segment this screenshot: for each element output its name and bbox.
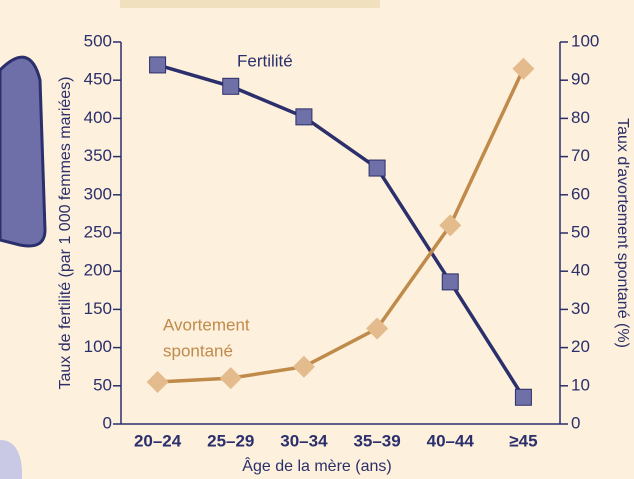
marker — [292, 355, 315, 378]
marker — [514, 388, 532, 406]
marker — [295, 108, 313, 126]
series-label: Avortement — [163, 315, 250, 334]
x-tick-label: 30–34 — [280, 431, 328, 450]
decoration — [0, 440, 22, 479]
y2-tick-label: 30 — [571, 299, 590, 318]
marker — [219, 367, 242, 390]
y2-tick-label: 10 — [571, 375, 590, 394]
marker — [439, 214, 462, 237]
y-axis-title: Taux de fertilité (par 1 000 femmes mari… — [57, 76, 74, 389]
series-label: Fertilité — [237, 51, 293, 70]
marker — [441, 273, 459, 291]
marker — [149, 56, 167, 74]
series-line — [157, 67, 526, 384]
decoration — [120, 0, 380, 8]
y-tick-label: 0 — [103, 413, 112, 432]
x-tick-label: 25–29 — [207, 431, 254, 450]
y-tick-label: 100 — [84, 337, 112, 356]
series-label: spontané — [163, 341, 233, 360]
marker — [368, 159, 386, 177]
y2-axis-title: Taux d'avortement spontané (%) — [614, 118, 631, 348]
marker — [222, 77, 240, 95]
y-tick-label: 350 — [84, 146, 112, 165]
x-axis-title: Âge de la mère (ans) — [242, 456, 391, 475]
y2-tick-label: 60 — [571, 184, 590, 203]
y2-tick-label: 0 — [571, 413, 580, 432]
x-tick-label: 35–39 — [353, 431, 400, 450]
y-tick-label: 50 — [93, 375, 112, 394]
y2-tick-label: 20 — [571, 337, 590, 356]
series-line — [157, 63, 525, 399]
y2-tick-label: 50 — [571, 222, 590, 241]
marker — [146, 370, 169, 393]
y2-tick-label: 40 — [571, 261, 590, 280]
marker — [512, 57, 535, 80]
y-tick-label: 500 — [84, 31, 112, 50]
y2-tick-label: 80 — [571, 108, 590, 127]
y-tick-label: 300 — [84, 184, 112, 203]
y-tick-label: 250 — [84, 222, 112, 241]
x-tick-label: 40–44 — [427, 431, 475, 450]
decoration — [0, 55, 47, 248]
x-tick-label: ≥45 — [509, 431, 537, 450]
y-tick-label: 200 — [84, 261, 112, 280]
y2-tick-label: 100 — [571, 31, 599, 50]
marker — [366, 317, 389, 340]
y-tick-label: 150 — [84, 299, 112, 318]
y2-tick-label: 90 — [571, 70, 590, 89]
x-tick-label: 20–24 — [134, 431, 182, 450]
y-tick-label: 400 — [84, 108, 112, 127]
y-tick-label: 450 — [84, 70, 112, 89]
y2-tick-label: 70 — [571, 146, 590, 165]
